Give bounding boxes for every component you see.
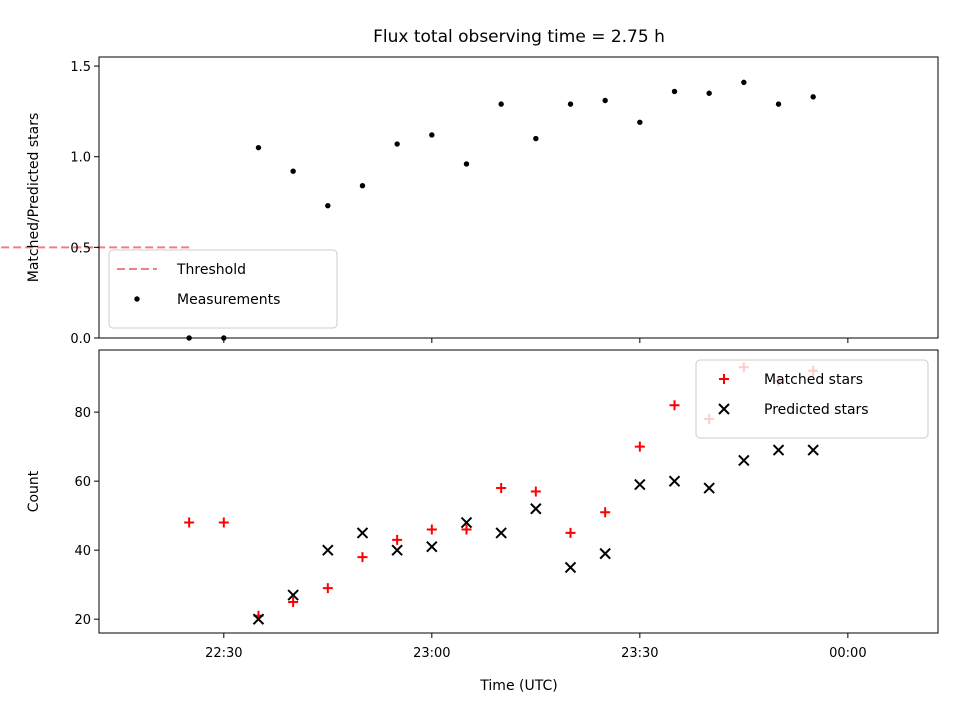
x-tick-label: 23:00 xyxy=(413,646,450,661)
matched-star-point xyxy=(634,441,645,452)
measurement-point xyxy=(741,79,747,86)
measurement-point xyxy=(671,88,678,95)
matched-star-point xyxy=(669,400,680,411)
x-axis-label: Time (UTC) xyxy=(479,678,557,694)
predicted-star-point xyxy=(252,613,265,625)
y-axis-label: Count xyxy=(26,470,42,512)
measurement-point xyxy=(637,119,643,125)
measurement-point xyxy=(775,101,782,107)
y-tick-label: 1.5 xyxy=(70,60,91,75)
measurement-point xyxy=(463,161,470,167)
x-tick-label: 00:00 xyxy=(829,646,866,661)
matched-star-point xyxy=(288,596,299,607)
predicted-star-point xyxy=(807,444,819,456)
matched-star-point xyxy=(392,534,403,545)
measurement-point xyxy=(706,90,712,96)
predicted-star-point xyxy=(738,454,750,467)
predicted-star-point xyxy=(772,444,785,456)
legend-predicted-swatch xyxy=(718,403,730,415)
legend-box xyxy=(108,249,338,329)
x-tick-label: 22:30 xyxy=(205,646,242,661)
predicted-star-point xyxy=(703,482,715,494)
predicted-star-point xyxy=(564,561,577,574)
measurement-point xyxy=(359,183,366,189)
predicted-star-point xyxy=(287,589,299,601)
matched-star-point xyxy=(461,524,472,535)
y-tick-label: 20 xyxy=(74,613,91,628)
legend-label: Matched stars xyxy=(764,372,863,388)
ratio-panel: 0.0 0.5 1.0 1.5 Matched/Predicted stars Thres… xyxy=(0,56,939,347)
predicted-star-point xyxy=(668,475,681,487)
y-tick-label: 60 xyxy=(74,475,91,490)
legend: Matched stars Predicted stars xyxy=(695,359,929,439)
y-tick-label: 0.5 xyxy=(70,241,91,256)
y-tick-label: 80 xyxy=(74,406,91,421)
matched-star-point xyxy=(357,552,368,563)
measurement-point xyxy=(602,97,608,104)
predicted-star-point xyxy=(426,541,438,553)
legend-label: Threshold xyxy=(176,262,246,278)
predicted-star-point xyxy=(495,527,507,539)
legend-box xyxy=(695,359,929,439)
y-tick-label: 0.0 xyxy=(70,332,91,347)
measurement-point xyxy=(567,101,574,107)
legend-matched-swatch xyxy=(719,374,729,384)
matched-star-point xyxy=(426,524,437,535)
predicted-star-point xyxy=(391,544,403,556)
legend-label: Measurements xyxy=(177,292,280,308)
matched-star-point xyxy=(530,486,541,497)
plot-frame xyxy=(98,56,939,339)
measurement-point xyxy=(290,168,296,174)
y-axis-label: Matched/Predicted stars xyxy=(26,113,42,283)
predicted-star-point xyxy=(530,503,542,515)
measurement-point xyxy=(429,132,435,138)
predicted-star-point xyxy=(460,516,473,529)
legend-label: Predicted stars xyxy=(764,402,869,418)
legend-measurement-swatch xyxy=(134,296,140,302)
matched-star-point xyxy=(218,517,229,528)
chart-title: Flux total observing time = 2.75 h xyxy=(373,27,665,47)
measurement-point xyxy=(394,141,400,147)
predicted-star-point xyxy=(634,478,646,491)
matched-star-point xyxy=(184,517,195,528)
measurement-point xyxy=(325,202,331,209)
predicted-star-point xyxy=(356,527,369,539)
matched-star-point xyxy=(565,527,576,538)
measurement-point xyxy=(533,135,539,142)
predicted-star-point xyxy=(322,544,334,556)
count-panel: 22:3023:0023:3000:0000:3001:0001:3002:00… xyxy=(26,349,939,661)
y-tick-label: 40 xyxy=(74,544,91,559)
x-tick-label: 23:30 xyxy=(621,646,658,661)
measurement-point xyxy=(498,101,504,107)
legend: Threshold Measurements xyxy=(108,249,338,329)
y-tick-label: 1.0 xyxy=(70,151,91,166)
matched-star-point xyxy=(496,483,507,494)
measurement-point xyxy=(255,144,262,151)
predicted-star-point xyxy=(599,547,611,560)
plot-frame xyxy=(98,349,939,634)
matched-star-point xyxy=(322,583,333,594)
matched-star-point xyxy=(600,507,611,518)
measurement-point xyxy=(810,94,816,100)
